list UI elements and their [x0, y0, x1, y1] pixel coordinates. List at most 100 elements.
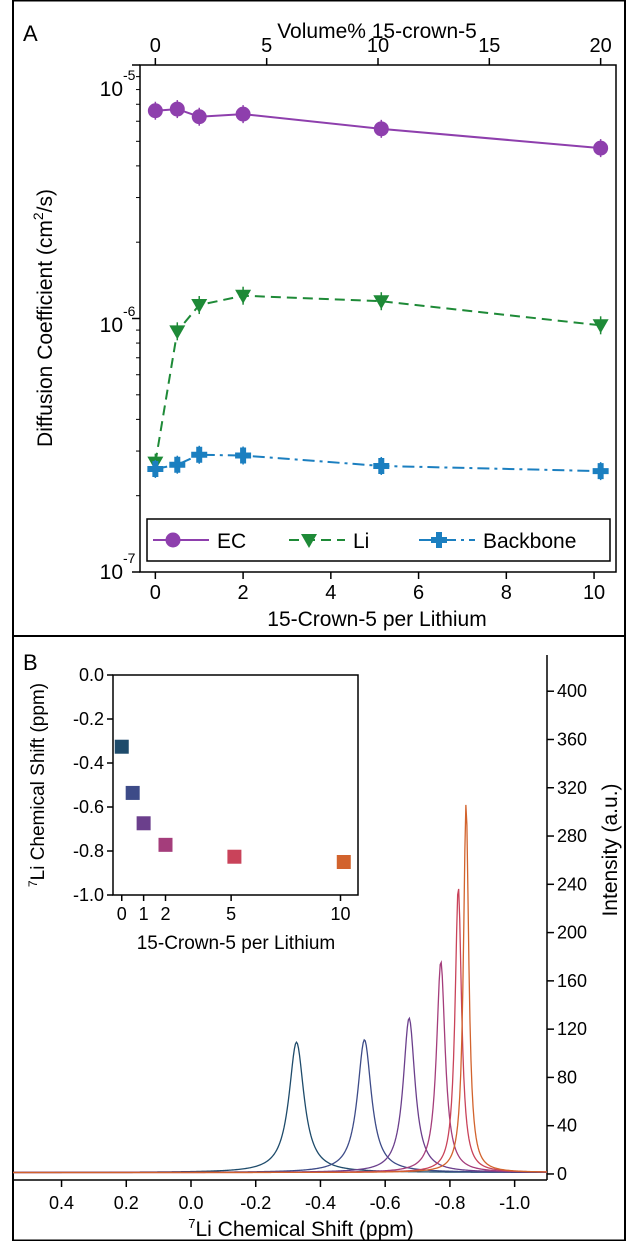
ec-point	[235, 106, 251, 122]
x-tick-label: -0.8	[434, 1193, 465, 1213]
ec-point	[147, 103, 163, 119]
inset-y-tick-label: -0.6	[73, 797, 104, 817]
inset-x-tick-label: 1	[139, 904, 149, 924]
inset-chart: 0.0 -0.2 -0.4 -0.6 -0.8 -1.0 0 1 2 5 10 7Li Chemi…	[26, 665, 359, 954]
legend-label-backbone: Backbone	[483, 530, 576, 553]
inset-x-tick-label: 2	[160, 904, 170, 924]
inset-y-label-sup: 7	[26, 880, 40, 887]
x-tick-label: -0.2	[240, 1193, 271, 1213]
series-ec	[147, 100, 609, 158]
y-tick-base: 10	[100, 314, 123, 337]
panel-a-letter: A	[23, 21, 38, 46]
x-tick-label: 4	[325, 582, 336, 604]
inset-points	[114, 739, 351, 869]
ec-point	[373, 121, 389, 137]
x-label-text: Li Chemical Shift (ppm)	[196, 1218, 414, 1241]
y-tick-label: 120	[557, 1019, 587, 1039]
panel-b-x-axis-label: 7Li Chemical Shift (ppm)	[188, 1216, 413, 1241]
inset-y-tick-label: 0.0	[79, 665, 104, 685]
legend-label-ec: EC	[217, 530, 246, 553]
series-backbone	[147, 445, 609, 481]
y-tick-label: 0	[557, 1164, 567, 1184]
legend-marker-backbone	[431, 532, 447, 548]
li-line	[154, 294, 601, 463]
y-tick-label-1e-6: 10 -6	[100, 303, 136, 337]
panel-a-y-ticks: 10 -5 10 -6 10 -7	[100, 64, 140, 584]
y-tick-exp: -7	[123, 550, 136, 566]
y-tick-exp: -6	[123, 303, 136, 319]
legend-label-li: Li	[353, 530, 369, 553]
y-tick-label: 240	[557, 874, 587, 894]
y-tick-base: 10	[100, 78, 123, 101]
x-tick-label: 0	[150, 582, 161, 604]
inset-y-label-text: Li Chemical Shift (ppm)	[28, 683, 49, 880]
panel-a-y-axis-label: Diffusion Coefficient (cm2/s)	[30, 189, 57, 447]
x-tick-label: 6	[413, 582, 424, 604]
li-point	[235, 289, 252, 304]
panel-a: A Volume% 15-crown-5 0 5 10 15 20 0 2 4 6 8 10 10…	[23, 20, 617, 631]
li-point	[191, 299, 208, 314]
inset-y-tick-label: -0.4	[73, 753, 104, 773]
inset-y-ticks: 0.0 -0.2 -0.4 -0.6 -0.8 -1.0	[73, 665, 113, 905]
backbone-point	[169, 456, 186, 473]
inset-x-ticks: 0 1 2 5 10	[117, 895, 351, 924]
y-label-tail: /s)	[34, 189, 57, 212]
nmr-spectra	[13, 804, 548, 1174]
spectrum-3	[13, 1016, 548, 1174]
inset-point	[125, 785, 140, 800]
panel-a-series	[147, 100, 609, 481]
y-tick-label: 160	[557, 971, 587, 991]
inset-point	[227, 849, 242, 864]
inset-point	[136, 816, 151, 831]
inset-x-tick-label: 10	[330, 904, 350, 924]
x-tick-label: 0.4	[49, 1193, 74, 1213]
inset-y-tick-label: -0.8	[73, 841, 104, 861]
top-tick-label: 20	[590, 35, 612, 57]
spectrum-5	[13, 888, 548, 1174]
inset-x-tick-label: 5	[226, 904, 236, 924]
ec-point	[191, 109, 207, 125]
panel-b-x-ticks: 0.4 0.2 0.0 -0.2 -0.4 -0.6 -0.8 -1.0	[49, 1180, 530, 1213]
y-label-main: Diffusion Coefficient (cm	[34, 220, 57, 447]
y-tick-label: 80	[557, 1067, 577, 1087]
series-li	[147, 286, 609, 472]
x-tick-label: 0.0	[178, 1193, 203, 1213]
inset-point	[158, 837, 173, 852]
li-point	[169, 325, 186, 340]
x-tick-label: 0.2	[114, 1193, 139, 1213]
y-tick-label-1e-7: 10 -7	[100, 550, 136, 584]
backbone-point	[373, 457, 390, 474]
panel-b: B 0.4 0.2 0.0 -0.2 -0.4 -0.6 -0.8 -1.0 04080120…	[13, 650, 622, 1241]
li-point	[592, 319, 609, 334]
legend-marker-li	[301, 534, 317, 548]
inset-point	[114, 739, 129, 754]
y-label-sup: 2	[30, 212, 46, 220]
panel-a-x-axis-label: 15-Crown-5 per Lithium	[267, 608, 486, 631]
panel-a-x-ticks: 0 2 4 6 8 10	[150, 572, 605, 604]
top-axis-label: Volume% 15-crown-5	[277, 20, 477, 43]
panel-a-top-ticks: 0 5 10 15 20	[150, 35, 612, 65]
backbone-point	[235, 447, 252, 464]
y-tick-exp: -5	[123, 67, 136, 83]
panel-b-y-ticks: 0 40 80 120 160 200 240 280 320 360 400	[547, 681, 587, 1184]
legend: EC Li Backbone	[146, 518, 611, 562]
inset-x-axis-label: 15-Crown-5 per Lithium	[137, 933, 336, 954]
x-label-sup: 7	[188, 1216, 195, 1231]
top-tick-label: 15	[478, 35, 500, 57]
backbone-point	[191, 446, 208, 463]
inset-x-tick-label: 0	[117, 904, 127, 924]
y-tick-label-1e-5: 10 -5	[100, 67, 136, 101]
y-tick-base: 10	[100, 561, 123, 584]
x-tick-label: 10	[583, 582, 605, 604]
x-tick-label: 2	[238, 582, 249, 604]
y-tick-label: 320	[557, 778, 587, 798]
legend-marker-ec	[165, 532, 181, 548]
x-tick-label: 8	[501, 582, 512, 604]
inset-y-tick-label: -0.2	[73, 709, 104, 729]
panel-b-y-axis-label: Intensity (a.u.)	[599, 783, 622, 916]
ec-point	[593, 140, 609, 156]
top-tick-label: 5	[261, 35, 272, 57]
backbone-point	[592, 463, 609, 480]
top-tick-label: 10	[367, 35, 389, 57]
